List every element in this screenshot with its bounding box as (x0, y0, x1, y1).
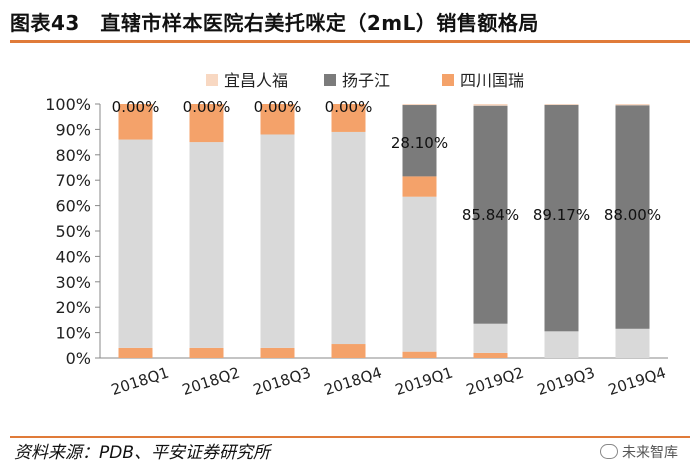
x-tick-label: 2019Q3 (535, 363, 597, 399)
legend-swatch-s1 (206, 74, 218, 86)
bar-segment-s1 (615, 104, 650, 106)
bar-segment-s1 (473, 104, 508, 106)
x-tick-label: 2018Q3 (251, 363, 313, 399)
source-note: 资料来源：PDB、平安证券研究所 (14, 443, 271, 463)
watermark: 未来智库 (600, 444, 678, 462)
data-label: 0.00% (112, 98, 160, 116)
bar-segment-s3 (118, 104, 153, 140)
x-tick-label: 2018Q2 (180, 363, 242, 399)
x-tick-label: 2019Q2 (464, 363, 526, 399)
bar-segment-s3 (260, 347, 295, 358)
x-tick-label: 2018Q1 (109, 363, 171, 399)
y-tick-label: 90% (55, 120, 91, 139)
legend-swatch-s3 (442, 74, 454, 86)
legend-swatch-s2 (324, 74, 336, 86)
stacked-bar-chart: 0% 10% 20% 30% 40% 50% 60% 70% 80% 90% 100% 2018Q1 0… (45, 71, 668, 399)
y-tick-label: 50% (55, 222, 91, 241)
watermark-text: 未来智库 (622, 445, 678, 461)
bar-segment-other (473, 323, 508, 353)
x-tick-label: 2019Q4 (606, 363, 668, 399)
bar-segment-other (118, 139, 153, 348)
bar-segment-s2 (473, 105, 508, 324)
chart-title: 图表43 直辖市样本医院右美托咪定（2mL）销售额格局 (10, 11, 539, 35)
bar-segment-s3 (473, 352, 508, 358)
wechat-icon (600, 444, 618, 459)
bar-segment-other (331, 131, 366, 345)
bar-segment-s2 (544, 104, 579, 332)
bar-segment-other (189, 142, 224, 348)
x-tick-label: 2018Q4 (322, 363, 384, 399)
y-tick-label: 30% (55, 273, 91, 292)
bar-segment-s2 (615, 105, 650, 329)
bar-segment-s3 (189, 347, 224, 358)
bar-segment-other (544, 331, 579, 358)
data-label: 28.10% (391, 134, 448, 152)
bar-segment-s1 (402, 104, 437, 106)
y-tick-label: 60% (55, 197, 91, 216)
bar-segment-s3 (331, 104, 366, 132)
y-tick-label: 10% (55, 324, 91, 343)
bar-segment-s1 (544, 104, 579, 105)
footer-divider (10, 436, 690, 438)
x-tick-label: 2019Q1 (393, 363, 455, 399)
y-tick-label: 40% (55, 247, 91, 266)
data-label: 88.00% (604, 206, 661, 224)
bar-segment-s2 (402, 105, 437, 177)
bar-segment-s3 (260, 104, 295, 135)
bar-segment-s3 (402, 351, 437, 358)
y-tick-label: 70% (55, 171, 91, 190)
data-label: 89.17% (533, 206, 590, 224)
legend-label: 四川国瑞 (460, 71, 524, 90)
bar-segment-s3 (189, 104, 224, 143)
legend-label: 宜昌人福 (224, 71, 288, 90)
bar-segment-other (615, 328, 650, 358)
data-label: 0.00% (254, 98, 302, 116)
title-divider (10, 40, 690, 43)
y-tick-label: 20% (55, 298, 91, 317)
bar-segment-other (402, 196, 437, 352)
bar-segment-s3 (402, 176, 437, 197)
y-tick-label: 100% (45, 95, 91, 114)
bar-segment-other (260, 134, 295, 348)
data-label: 85.84% (462, 206, 519, 224)
bar-segment-s3 (331, 344, 366, 358)
y-tick-label: 0% (66, 349, 91, 368)
data-label: 0.00% (325, 98, 373, 116)
data-label: 0.00% (183, 98, 231, 116)
y-tick-label: 80% (55, 146, 91, 165)
bar-segment-s3 (118, 347, 153, 358)
legend-label: 扬子江 (342, 71, 390, 90)
